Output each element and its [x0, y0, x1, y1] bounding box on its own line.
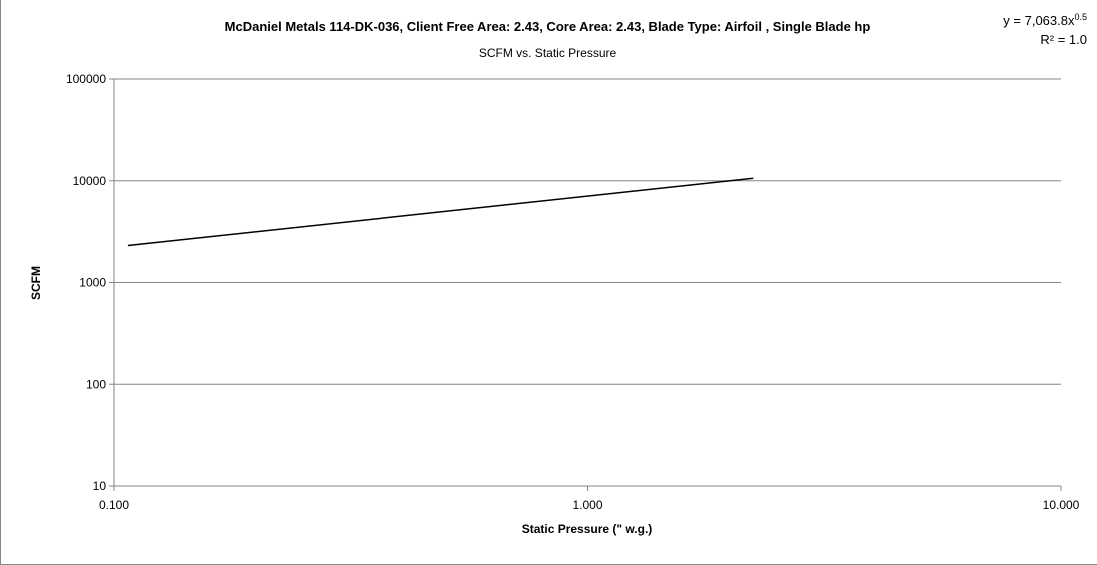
- axes: [109, 79, 1061, 491]
- y-tick-label: 10: [93, 479, 107, 493]
- x-tick-label: 10.000: [1043, 498, 1080, 512]
- y-axis-label: SCFM: [29, 266, 43, 300]
- y-tick-label: 100: [86, 377, 106, 391]
- x-axis-label: Static Pressure (" w.g.): [522, 522, 653, 536]
- series-line: [128, 178, 753, 245]
- y-tick-label: 1000: [79, 276, 106, 290]
- y-tick-label: 10000: [73, 174, 107, 188]
- y-tick-label: 100000: [66, 72, 106, 86]
- x-tick-label: 0.100: [99, 498, 129, 512]
- tick-labels: 10 100 1000 10000 100000 0.100 1.000 10.000: [66, 72, 1080, 512]
- series: [128, 178, 753, 245]
- x-tick-label: 1.000: [572, 498, 602, 512]
